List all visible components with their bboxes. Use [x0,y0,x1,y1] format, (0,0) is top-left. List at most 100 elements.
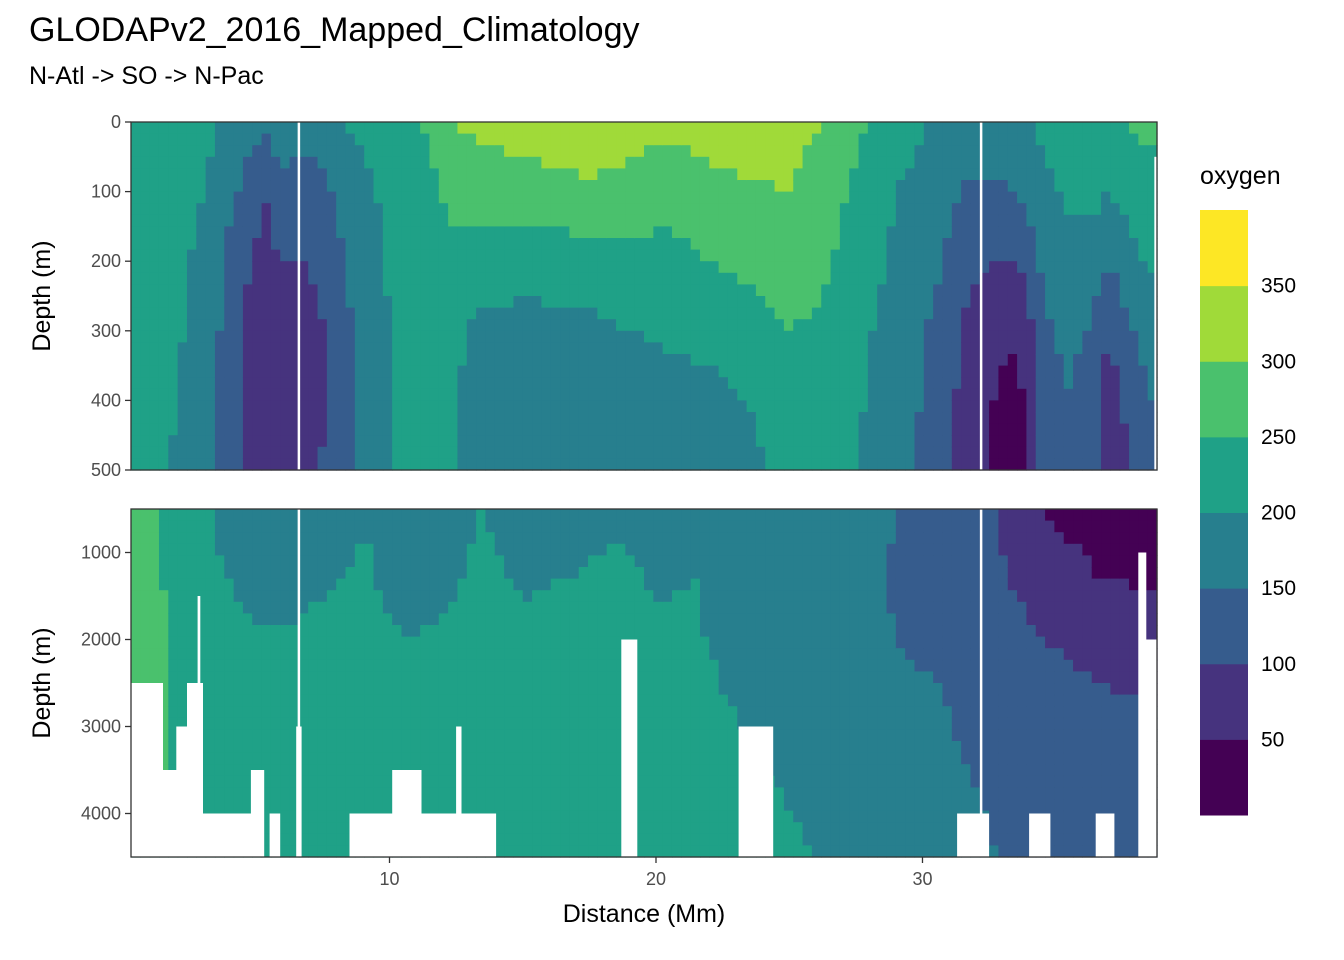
heatmap-cell [1063,261,1074,274]
heatmap-cell [560,226,570,239]
heatmap-cell [989,458,1000,471]
heatmap-cell [681,168,692,181]
heatmap-cell [606,833,617,846]
heatmap-cell [522,261,533,274]
heatmap-cell [606,261,617,274]
heatmap-cell [270,555,281,568]
heatmap-cell [242,388,253,401]
heatmap-cell [970,168,981,181]
heatmap-cell [522,509,533,522]
heatmap-cell [569,729,580,742]
heatmap-cell [802,156,813,169]
heatmap-cell [877,377,888,390]
heatmap-cell [877,145,888,158]
heatmap-cell [839,238,850,251]
heatmap-cell [662,458,673,471]
heatmap-cell [849,435,860,448]
heatmap-cell [1007,342,1018,355]
heatmap-cell [158,238,169,251]
heatmap-cell [438,532,449,545]
heatmap-cell [961,180,972,193]
heatmap-cell [401,613,412,626]
heatmap-cell [485,377,496,390]
heatmap-cell [839,284,850,297]
heatmap-cell [1017,354,1028,367]
heatmap-cell [242,729,253,742]
heatmap-cell [690,122,701,135]
heatmap-cell [466,272,477,285]
heatmap-cell [420,133,431,146]
heatmap-cell [392,365,403,378]
heatmap-cell [699,214,710,227]
heatmap-cell [578,822,589,835]
heatmap-cell [644,214,654,227]
heatmap-cell [671,365,682,378]
heatmap-cell [625,330,636,343]
heatmap-cell [457,694,468,707]
heatmap-cell [811,214,822,227]
heatmap-cell [1063,191,1074,204]
heatmap-cell [1129,156,1139,169]
heatmap-cell [308,214,319,227]
heatmap-cell [718,307,729,320]
heatmap-cell [709,388,720,401]
heatmap-cell [755,307,766,320]
heatmap-cell [280,122,291,135]
heatmap-cell [466,191,477,204]
heatmap-cell [410,671,421,684]
heatmap-cell [578,659,589,672]
heatmap-cell [345,354,356,367]
heatmap-cell [317,845,328,858]
heatmap-cell [532,833,542,846]
heatmap-cell [168,567,179,580]
heatmap-cell [457,799,468,812]
heatmap-cell [448,578,459,591]
heatmap-cell [933,446,944,459]
heatmap-cell [438,261,449,274]
heatmap-cell [951,388,962,401]
heatmap-cell [802,307,813,320]
heatmap-cell [755,330,766,343]
heatmap-cell [1035,238,1046,251]
heatmap-cell [196,296,207,309]
heatmap-cell [1091,458,1102,471]
heatmap-cell [560,694,570,707]
heatmap-cell [560,601,570,614]
heatmap-cell [783,296,794,309]
heatmap-cell [877,435,888,448]
heatmap-cell [485,249,496,262]
heatmap-cell [979,168,990,181]
heatmap-cell [196,319,207,332]
heatmap-cell [1035,214,1046,227]
heatmap-cell [951,145,962,158]
heatmap-cell [532,509,542,522]
heatmap-cell [1063,377,1074,390]
heatmap-cell [793,342,804,355]
heatmap-cell [578,775,589,788]
heatmap-cell [252,168,263,181]
heatmap-cell [298,307,309,320]
heatmap-cell [737,238,748,251]
heatmap-cell [345,578,356,591]
heatmap-cell [186,226,197,239]
heatmap-cell [634,845,645,858]
heatmap-cell [186,567,197,580]
heatmap-cell [560,833,570,846]
heatmap-cell [382,122,393,135]
heatmap-cell [989,214,1000,227]
heatmap-cell [793,319,804,332]
heatmap-cell [158,659,169,672]
heatmap-cell [597,683,608,696]
heatmap-cell [494,446,505,459]
heatmap-cell [774,296,785,309]
heatmap-cell [382,435,393,448]
heatmap-cell [699,191,710,204]
heatmap-cell [606,636,617,649]
heatmap-cell [839,133,850,146]
heatmap-cell [970,238,981,251]
heatmap-cell [1101,319,1111,332]
heatmap-cell [158,203,169,216]
heatmap-cell [345,741,356,754]
heatmap-cell [1035,156,1046,169]
heatmap-cell [914,330,925,343]
